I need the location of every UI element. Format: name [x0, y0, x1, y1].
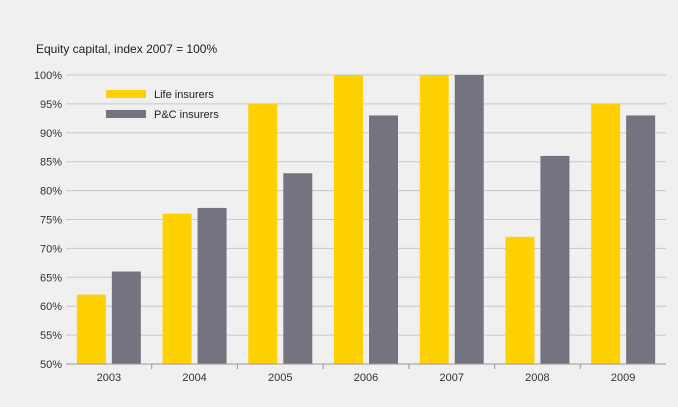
- x-tick-label: 2006: [354, 372, 378, 384]
- legend-label: P&C insurers: [154, 109, 219, 121]
- bar-pc-2005: [283, 173, 313, 364]
- chart-title: Equity capital, index 2007 = 100%: [36, 42, 218, 56]
- axes: 50% 55% 60% 65% 70% 75% 80% 85% 90% 95% 100% 2003 20…: [34, 70, 666, 384]
- bars: [76, 75, 656, 365]
- bar-life-2007: [419, 75, 449, 364]
- x-tick-label: 2008: [525, 372, 549, 384]
- legend-label: Life insurers: [154, 89, 214, 101]
- bar-pc-2004: [197, 207, 227, 364]
- y-tick-label: 95%: [40, 99, 62, 111]
- bar-life-2005: [248, 103, 278, 365]
- bar-life-2008: [505, 236, 535, 364]
- y-tick-label: 70%: [40, 243, 62, 255]
- y-tick-label: 100%: [34, 70, 62, 82]
- y-tick-label: 50%: [40, 359, 62, 371]
- legend-swatch: [106, 90, 146, 98]
- bar-pc-2008: [540, 155, 570, 364]
- y-tick-label: 55%: [40, 330, 62, 342]
- bar-life-2004: [162, 213, 192, 364]
- x-tick-label: 2009: [611, 372, 635, 384]
- bar-pc-2003: [111, 271, 141, 364]
- bar-pc-2006: [369, 115, 398, 365]
- x-tick-label: 2007: [439, 372, 463, 384]
- y-tick-label: 85%: [40, 157, 62, 169]
- y-tick-label: 80%: [40, 186, 62, 198]
- y-tick-label: 60%: [40, 301, 62, 313]
- bar-life-2003: [76, 294, 106, 364]
- x-tick-label: 2005: [268, 372, 292, 384]
- bar-life-2009: [591, 103, 621, 365]
- legend-swatch: [106, 110, 146, 118]
- x-tick-label: 2004: [182, 372, 206, 384]
- legend: Life insurers P&C insurers: [106, 89, 219, 121]
- y-tick-label: 75%: [40, 215, 62, 227]
- bar-pc-2009: [626, 115, 656, 365]
- y-tick-label: 90%: [40, 128, 62, 140]
- bar-pc-2007: [454, 75, 484, 364]
- bar-life-2006: [334, 75, 363, 364]
- x-tick-label: 2003: [97, 372, 121, 384]
- y-tick-label: 65%: [40, 272, 62, 284]
